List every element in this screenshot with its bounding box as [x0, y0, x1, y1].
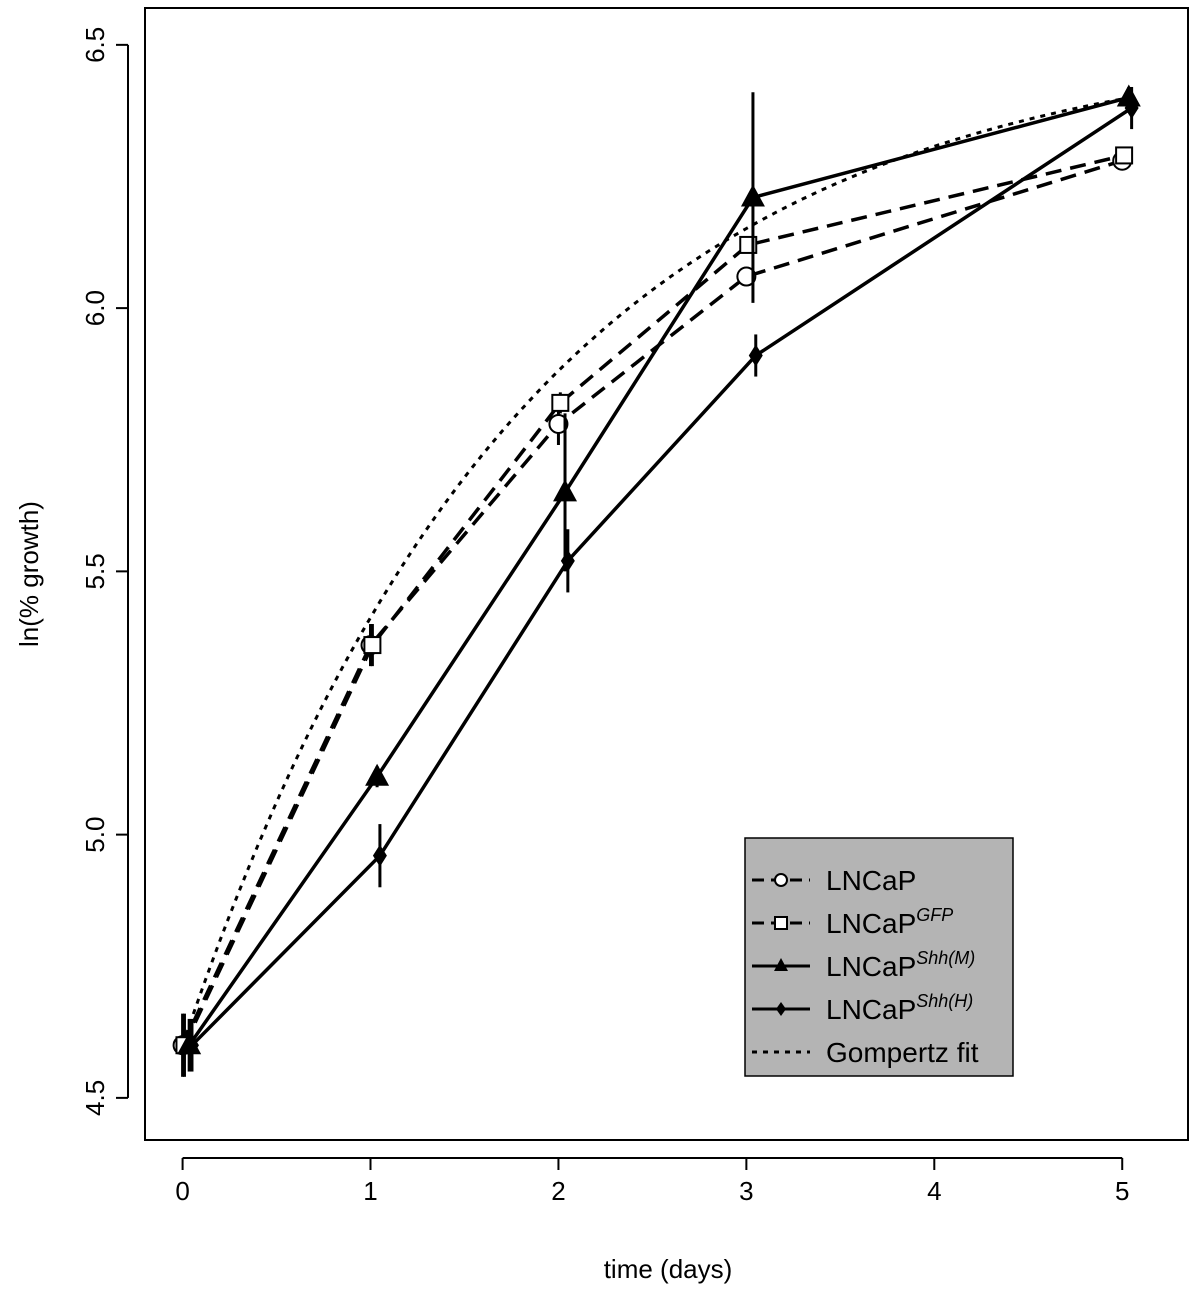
plot-frame [144, 7, 1189, 1141]
data-point [372, 844, 387, 867]
x-tick-label: 4 [927, 1176, 941, 1206]
legend-label-superscript: Shh(M) [916, 948, 975, 968]
axes: 0 1 2 3 4 5 4.5 5.0 5.5 6.0 6.5 [80, 27, 1129, 1206]
data-point [736, 266, 757, 287]
y-tick-label: 6.0 [80, 290, 110, 326]
y-axis-label: ln(% growth) [14, 501, 44, 647]
data-point [551, 393, 570, 412]
legend-marker [774, 916, 788, 930]
x-tick-label: 2 [551, 1176, 565, 1206]
x-tick-label: 1 [363, 1176, 377, 1206]
x-tick-label: 5 [1115, 1176, 1129, 1206]
data-point [560, 549, 575, 572]
data-point [553, 479, 578, 502]
legend-label: LNCaP [826, 865, 916, 896]
data-point [740, 184, 765, 207]
x-tick-label: 3 [739, 1176, 753, 1206]
y-tick-label: 5.5 [80, 553, 110, 589]
legend-label-superscript: Shh(H) [916, 991, 973, 1011]
legend-marker [774, 873, 788, 887]
legend-marker [776, 1002, 786, 1016]
legend-label-superscript: GFP [916, 905, 953, 925]
data-point [748, 344, 763, 367]
legend-label: Gompertz fit [826, 1037, 979, 1068]
series-gompertz-fit-line [181, 97, 1123, 1046]
legend: LNCaPLNCaPGFPLNCaPShh(M)LNCaPShh(H)Gompe… [744, 837, 1014, 1077]
x-axis-label: time (days) [604, 1254, 733, 1284]
data-point [365, 763, 390, 786]
series-3 [184, 86, 1139, 1072]
y-tick-label: 6.5 [80, 27, 110, 63]
legend-marker [774, 958, 788, 971]
data-layer [172, 84, 1141, 1077]
y-tick-label: 5.0 [80, 817, 110, 853]
data-point [1124, 97, 1139, 120]
legend-box [744, 837, 1014, 1077]
data-point [1116, 84, 1141, 107]
data-point [184, 1034, 199, 1057]
x-tick-label: 0 [175, 1176, 189, 1206]
data-point [1115, 146, 1134, 165]
data-point [363, 636, 382, 655]
data-point [548, 413, 569, 434]
y-tick-label: 4.5 [80, 1080, 110, 1116]
